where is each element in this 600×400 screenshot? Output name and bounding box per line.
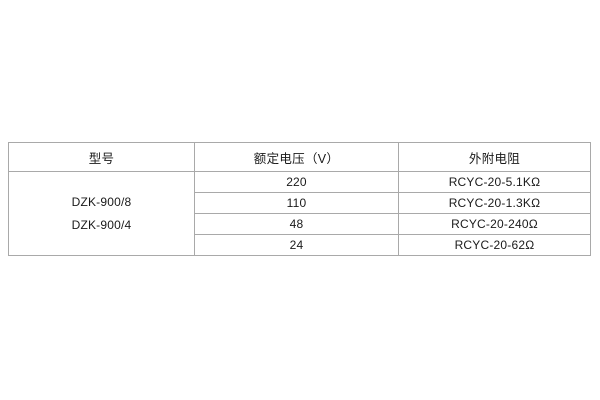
cell-voltage: 110: [194, 192, 399, 214]
specification-table: 型号 额定电压（V） 外附电阻 DZK-900/8 DZK-900/4 220 …: [8, 142, 591, 256]
column-header-external-resistance: 外附电阻: [398, 142, 591, 172]
table-row: 48 RCYC-20-240Ω: [9, 213, 591, 235]
table-row: 24 RCYC-20-62Ω: [9, 234, 591, 256]
cell-resistance: RCYC-20-5.1KΩ: [398, 171, 591, 193]
cell-resistance: RCYC-20-62Ω: [398, 234, 591, 256]
table-header-row: 型号 额定电压（V） 外附电阻: [8, 142, 591, 172]
table-header: 型号 额定电压（V） 外附电阻: [8, 142, 591, 172]
table-row: DZK-900/8 DZK-900/4 220 RCYC-20-5.1KΩ: [8, 171, 591, 256]
cell-resistance: RCYC-20-240Ω: [398, 213, 591, 235]
column-header-rated-voltage: 额定电压（V）: [194, 142, 399, 172]
model-merged-cell: DZK-900/8 DZK-900/4: [8, 171, 195, 256]
table-row: 110 RCYC-20-1.3KΩ: [9, 192, 591, 214]
cell-voltage: 24: [194, 234, 399, 256]
table-body: DZK-900/8 DZK-900/4 220 RCYC-20-5.1KΩ 11…: [8, 171, 591, 256]
model-line-2: DZK-900/4: [71, 217, 132, 232]
cell-resistance: RCYC-20-1.3KΩ: [398, 192, 591, 214]
cell-voltage: 220: [194, 171, 399, 193]
column-header-model: 型号: [8, 142, 195, 172]
model-line-1: DZK-900/8: [71, 195, 132, 210]
cell-voltage: 48: [194, 213, 399, 235]
specification-table-container: 型号 额定电压（V） 外附电阻 DZK-900/8 DZK-900/4 220 …: [8, 142, 591, 256]
